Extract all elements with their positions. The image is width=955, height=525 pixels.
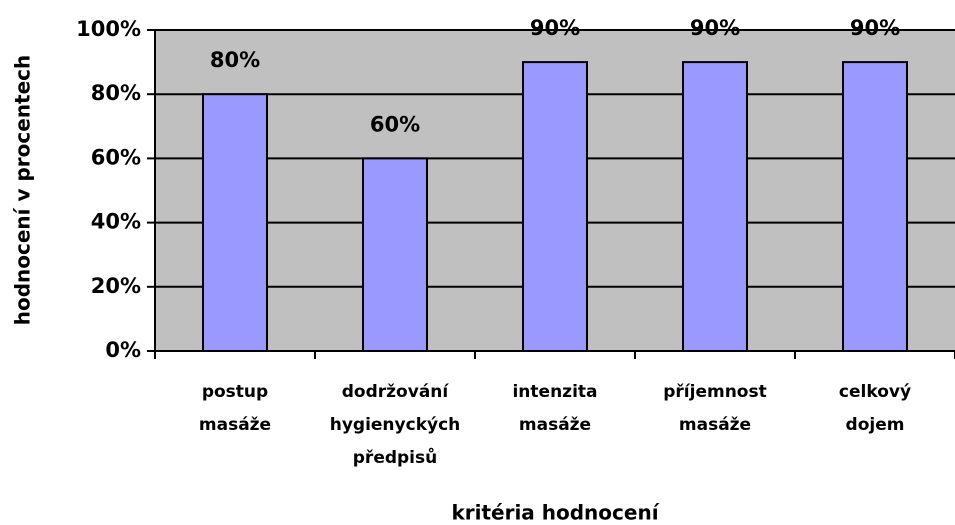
- x-tick-label-line: dojem: [846, 415, 905, 435]
- bar: [522, 61, 588, 352]
- y-tick-label: 0%: [105, 338, 141, 362]
- x-tick-label: dodržování hygienyckých předpisů: [330, 382, 461, 468]
- x-tick-label-line: masáže: [519, 415, 591, 435]
- bar: [202, 93, 268, 352]
- x-tick-label-line: předpisů: [353, 446, 437, 468]
- x-tick-label-line: hygienyckých: [330, 415, 461, 435]
- x-tick-label-line: masáže: [199, 415, 271, 435]
- data-label: 80%: [210, 48, 260, 72]
- bar: [842, 61, 908, 352]
- data-label: 60%: [370, 112, 420, 136]
- data-label: 90%: [530, 16, 580, 40]
- data-label: 90%: [850, 16, 900, 40]
- x-tick-label: celkový dojem: [839, 382, 911, 435]
- y-tick-label: 20%: [91, 274, 141, 298]
- x-tick-label-line: intenzita: [512, 382, 597, 402]
- x-tick-label: postup masáže: [199, 382, 271, 435]
- y-tick-label: 40%: [91, 210, 141, 234]
- y-tick-label: 80%: [91, 81, 141, 105]
- y-tick-label: 100%: [76, 17, 141, 41]
- bar: [682, 61, 748, 352]
- x-tick-label-line: masáže: [679, 415, 751, 435]
- x-tick-label-line: postup: [202, 382, 268, 402]
- data-label: 90%: [690, 16, 740, 40]
- y-tick-label: 60%: [91, 145, 141, 169]
- x-axis-title: kritéria hodnocení: [451, 501, 659, 525]
- bar: [362, 157, 428, 352]
- x-tick-label-line: dodržování: [342, 382, 450, 402]
- x-tick-label: příjemnost masáže: [663, 382, 766, 435]
- x-tick-label: intenzita masáže: [512, 382, 597, 435]
- x-tick-label-line: příjemnost: [663, 382, 766, 402]
- y-axis-title: hodnocení v procentech: [11, 55, 35, 326]
- x-tick-label-line: celkový: [839, 382, 911, 402]
